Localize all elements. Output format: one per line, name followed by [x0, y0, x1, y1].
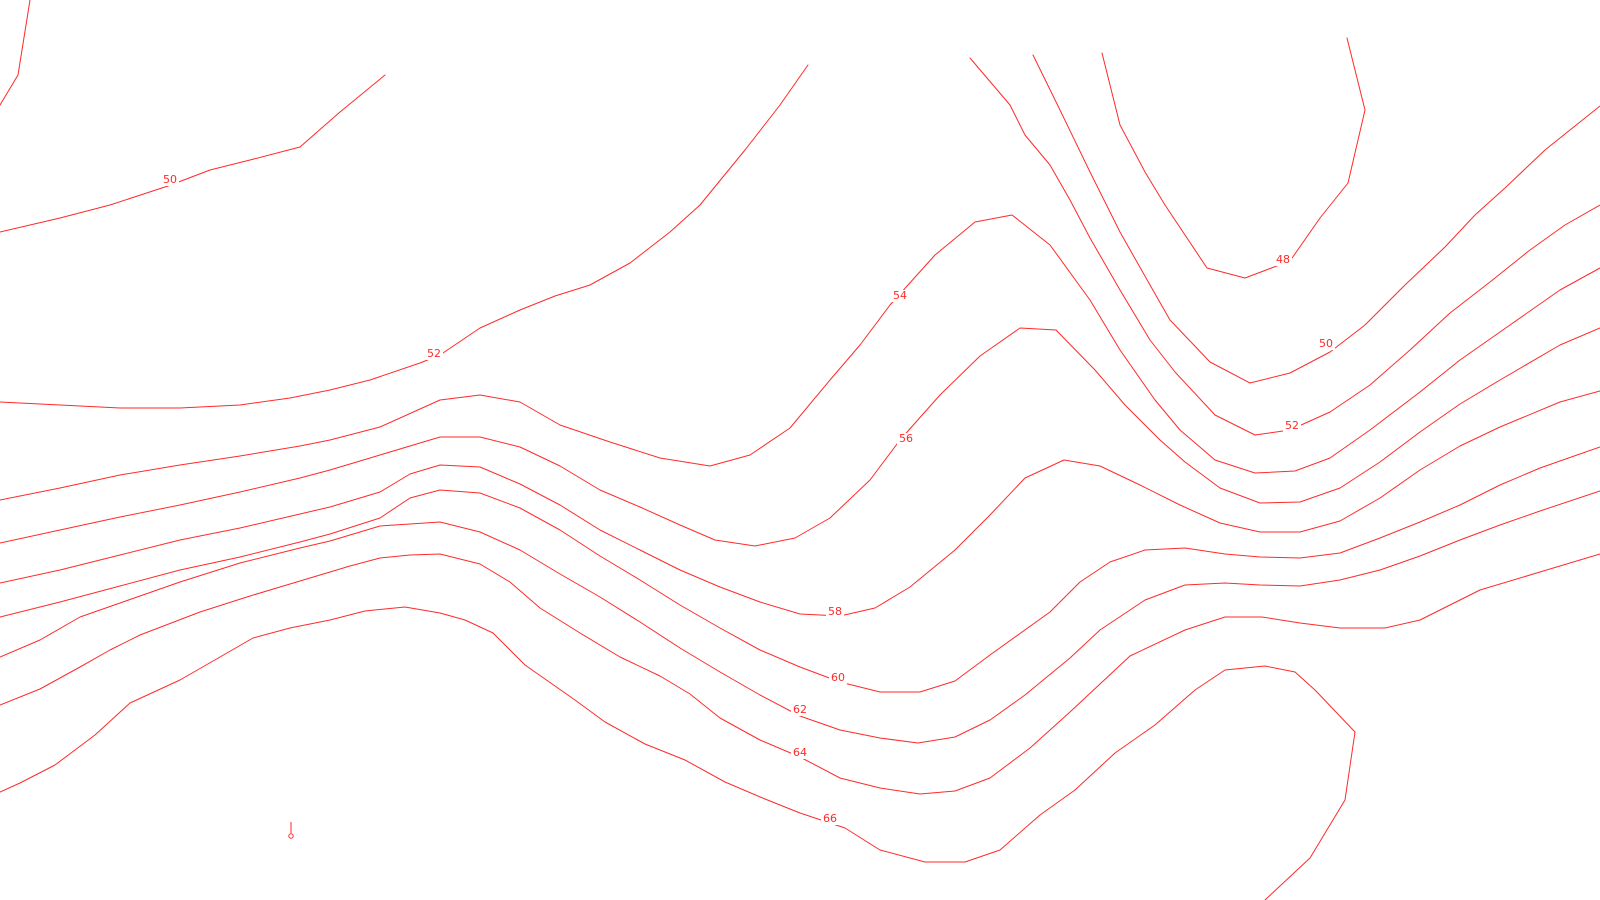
marker-dot [288, 833, 294, 839]
contour-c50-right: 50 [1032, 54, 1600, 384]
contour-label: 58 [828, 605, 842, 618]
contour-label-bg [1283, 420, 1301, 432]
contour-c62: 62 [0, 490, 1600, 744]
contour-line-c60 [0, 446, 1600, 693]
contour-label-bg [161, 174, 179, 186]
contour-label: 60 [831, 671, 845, 684]
contour-c56: 56 [0, 327, 1600, 547]
contour-label-bg [1317, 338, 1335, 350]
contour-label-bg [791, 704, 809, 716]
contour-label-bg [826, 606, 844, 618]
contour-c-top-left-edge [0, 0, 31, 106]
contour-label: 56 [899, 432, 913, 445]
contour-c58: 58 [0, 390, 1600, 618]
contour-c54: 54 [0, 214, 1600, 501]
contour-label-bg [829, 672, 847, 684]
contour-label-bg [425, 348, 443, 360]
contour-label: 52 [427, 347, 441, 360]
contour-line-c66 [0, 606, 1356, 900]
contour-line-c50-left [0, 74, 386, 233]
contour-line-c52-right [969, 57, 1600, 436]
contour-c50-left: 50 [0, 74, 386, 233]
contour-label-bg [1274, 254, 1292, 266]
contour-label-bg [897, 433, 915, 445]
contour-c52-left: 52 [0, 64, 809, 409]
contour-line-c52-left [0, 64, 809, 409]
contour-label: 50 [1319, 337, 1333, 350]
contour-line-c56 [0, 327, 1600, 547]
contour-c66: 66 [0, 606, 1356, 900]
contour-label-bg [791, 747, 809, 759]
contour-line-c50-right [1032, 54, 1600, 384]
contour-label: 64 [793, 746, 807, 759]
contour-line-c62 [0, 490, 1600, 744]
contour-c64: 64 [0, 553, 1600, 795]
contour-line-c48 [1101, 37, 1366, 279]
contour-c48: 48 [1101, 37, 1366, 279]
contour-label-bg [821, 813, 839, 825]
contour-label: 54 [893, 289, 907, 302]
contour-label: 52 [1285, 419, 1299, 432]
contour-c52-right: 52 [969, 57, 1600, 436]
contour-line-c58 [0, 390, 1600, 617]
contour-label: 50 [163, 173, 177, 186]
contour-label: 66 [823, 812, 837, 825]
contour-label: 48 [1276, 253, 1290, 266]
contour-label-bg [891, 290, 909, 302]
contour-line-c54 [0, 214, 1600, 501]
small-marker-icon [288, 822, 294, 839]
contour-line-c-top-left-edge [0, 0, 31, 106]
contour-c60: 60 [0, 446, 1600, 693]
contour-line-c64 [0, 553, 1600, 795]
contour-label: 62 [793, 703, 807, 716]
